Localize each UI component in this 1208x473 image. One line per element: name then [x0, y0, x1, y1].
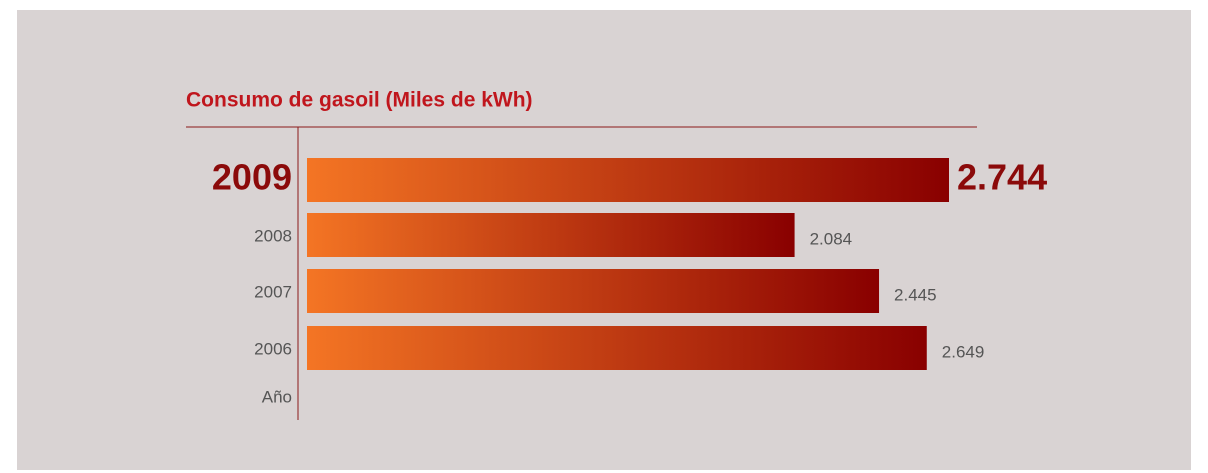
axis-label: Año	[262, 387, 292, 406]
bar	[307, 213, 795, 257]
category-label: 2009	[212, 157, 292, 198]
bar	[307, 269, 880, 313]
bar	[307, 158, 949, 202]
category-label: 2006	[254, 339, 292, 358]
category-label: 2007	[254, 282, 292, 301]
value-label: 2.649	[942, 342, 985, 361]
bar	[307, 326, 927, 370]
value-label: 2.084	[810, 229, 853, 248]
value-label: 2.744	[957, 157, 1047, 198]
value-label: 2.445	[894, 285, 937, 304]
chart-title: Consumo de gasoil (Miles de kWh)	[186, 89, 533, 112]
category-label: 2008	[254, 226, 292, 245]
